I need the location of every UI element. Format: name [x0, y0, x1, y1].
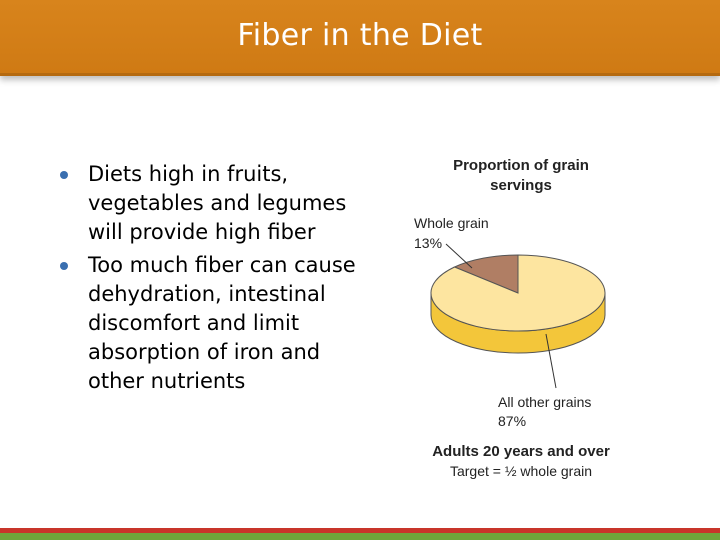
pie-graphic: [430, 243, 606, 354]
pie-slice-all-other-grains: [430, 254, 606, 332]
bullet-dot-icon: [60, 262, 68, 270]
slice-value-other-grains: 87%: [498, 413, 526, 429]
leader-line-whole-grain: [445, 243, 473, 269]
slice-label-other-grains: All other grains: [498, 394, 591, 410]
slice-label-whole-grain: Whole grain: [414, 215, 489, 231]
pie-slice-whole-grain: [453, 254, 519, 294]
slide-title: Fiber in the Diet: [237, 18, 483, 53]
chart-caption-line-2: Target = ½ whole grain: [450, 463, 592, 479]
bullet-dot-icon: [60, 171, 68, 179]
bullet-list: Diets high in fruits, vegetables and leg…: [58, 160, 358, 396]
chart-caption-line-1: Adults 20 years and over: [432, 443, 610, 460]
chart-title-line-2: servings: [490, 177, 552, 194]
title-bar: Fiber in the Diet: [0, 0, 720, 76]
footer-stripe-red: [0, 528, 720, 533]
bullet-item: Too much fiber can cause dehydration, in…: [58, 251, 358, 396]
slice-value-whole-grain: 13%: [414, 235, 442, 251]
bullet-text: Diets high in fruits, vegetables and leg…: [88, 162, 347, 244]
bullet-item: Diets high in fruits, vegetables and leg…: [58, 160, 358, 247]
pie-chart: Proportion of grain servings Whole grain…: [414, 157, 610, 479]
footer-stripe-green: [0, 533, 720, 540]
bullet-text: Too much fiber can cause dehydration, in…: [88, 253, 356, 393]
chart-title-line-1: Proportion of grain: [453, 157, 589, 174]
leader-line-other: [545, 333, 557, 389]
